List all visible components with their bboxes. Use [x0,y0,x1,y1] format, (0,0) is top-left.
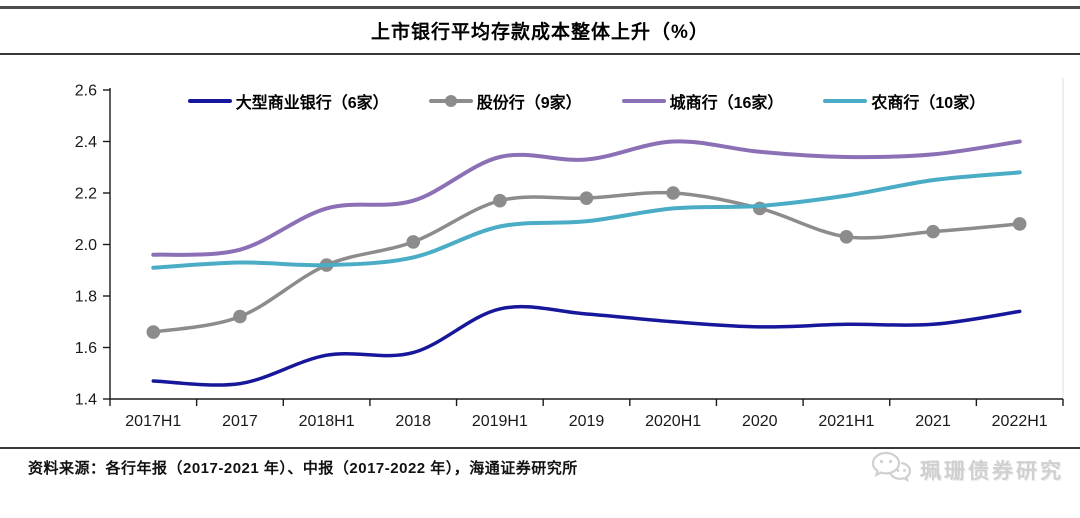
legend-swatch-city-commercial-banks [621,99,666,103]
legend-swatch-large-commercial-banks [187,99,232,103]
legend-label: 农商行（10家） [871,95,986,112]
data-point-marker [146,325,161,339]
data-point-marker [1012,217,1027,231]
legend-swatch-rural-commercial-banks [823,99,868,103]
legend-item-rural-commercial-banks: 农商行（10家） [823,89,985,113]
series-joint-stock-banks [146,186,1027,339]
legend-item-joint-stock-banks: 股份行（9家） [428,89,582,113]
x-tick-label: 2020 [742,413,778,430]
legend-label: 股份行（9家） [476,95,582,112]
series-line-city-commercial-banks [151,139,1022,257]
data-point-marker [233,309,247,324]
x-tick-label: 2022H1 [992,413,1048,430]
legend-label: 大型商业银行（6家） [235,95,389,112]
page-title: 上市银行平均存款成本整体上升（%） [371,22,709,43]
brand-watermark: 珮珊债券研究 [870,450,1064,489]
legend-label: 城商行（16家） [669,95,784,112]
top-divider [0,6,1080,9]
series-large-commercial-banks [151,304,1022,387]
legend-item-large-commercial-banks: 大型商业银行（6家） [187,89,389,113]
y-tick-label: 2.4 [75,134,97,151]
y-tick-label: 2.2 [75,186,97,203]
y-tick-label: 2.6 [75,83,97,100]
y-tick-label: 1.4 [75,392,97,409]
y-tick-label: 1.8 [75,289,97,306]
data-point-marker [666,186,680,200]
x-tick-label: 2021 [915,413,951,430]
data-point-marker [406,235,421,249]
legend-marker-dot [444,95,457,107]
x-tick-label: 2017H1 [125,413,181,430]
series-city-commercial-banks [151,139,1022,257]
series-line-rural-commercial-banks [151,170,1022,270]
x-tick-label: 2019H1 [472,413,528,430]
data-point-marker [493,193,507,208]
series-line-large-commercial-banks [151,304,1022,387]
y-tick-label: 1.6 [75,340,97,357]
x-tick-label: 2021H1 [818,413,874,430]
legend-swatch-joint-stock-banks [428,95,473,107]
legend-item-city-commercial-banks: 城商行（16家） [621,89,784,113]
data-point-marker [579,191,594,205]
x-tick-label: 2019 [569,413,605,430]
data-point-marker [926,224,940,239]
data-point-marker [839,229,854,244]
wechat-bubbles-icon [870,450,912,489]
series-rural-commercial-banks [151,170,1022,270]
watermark-text: 珮珊债券研究 [920,459,1064,483]
title-divider [0,53,1080,55]
x-tick-label: 2018H1 [299,413,355,430]
x-tick-label: 2020H1 [645,413,701,430]
chart-legend: 大型商业银行（6家） 股份行（9家） 城商行（16家） 农商行（10家） [110,89,1063,113]
axes: 1.4 1.6 1.8 2.0 2.2 2.4 2.6 2017H1 2017 2018H1 201… [75,78,1064,430]
x-tick-label: 2017 [222,413,258,430]
y-tick-label: 2.0 [75,237,97,254]
x-tick-label: 2018 [395,413,431,430]
source-note: 资料来源：各行年报（2017-2021 年）、中报（2017-2022 年），海… [28,460,578,477]
bottom-divider [0,447,1080,449]
